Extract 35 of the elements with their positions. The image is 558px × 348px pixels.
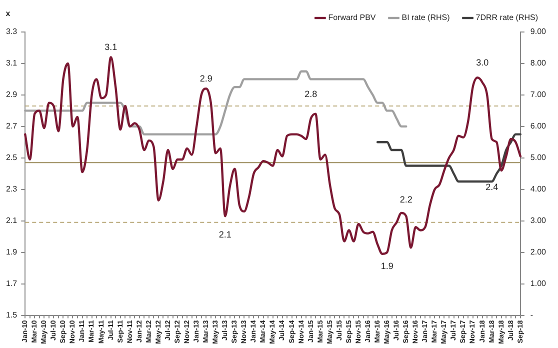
annotation: 2.8: [304, 89, 318, 100]
y-tick-label: 2.1: [6, 216, 18, 226]
y-tick-label: 1.9: [6, 248, 18, 257]
annotation: 3.1: [104, 42, 118, 52]
y2-tick-label: 9.00: [530, 27, 547, 36]
y2-tick-label: 4.00: [530, 184, 547, 194]
line-series: [24, 70, 408, 136]
annotation: 1.9: [380, 260, 394, 271]
y2-tick-label: 6.00: [530, 122, 547, 131]
y2-tick-label: 2.00: [530, 248, 547, 257]
y-tick-label: 1.7: [6, 278, 18, 288]
y-axis-title: x: [6, 9, 11, 18]
y2-tick-label: 1.00: [530, 278, 547, 288]
y2-tick-label: 7.00: [530, 90, 547, 100]
y2-tick-label: -: [530, 310, 534, 320]
annotation: 2.4: [486, 182, 498, 192]
y-tick-label: 2.5: [6, 153, 18, 162]
y-tick-label: 2.7: [6, 122, 18, 131]
annotation: 2.9: [200, 73, 212, 84]
legend-label: Forward PBV: [328, 13, 376, 22]
line-series: [376, 133, 522, 183]
y-tick-label: 2.3: [6, 184, 18, 194]
y-tick-label: 3.1: [6, 58, 18, 68]
y-tick-label: 1.5: [6, 310, 18, 320]
annotation: 2.2: [400, 194, 412, 205]
y2-tick-label: 5.00: [530, 153, 547, 162]
legend-label: BI rate (RHS): [402, 13, 450, 22]
y-tick-label: 3.3: [6, 27, 18, 36]
annotation: 2.1: [218, 229, 232, 240]
line-series: [24, 56, 522, 255]
y-tick-label: 2.9: [6, 90, 18, 100]
legend-label: 7DRR rate (RHS): [476, 13, 538, 22]
annotation: 3.0: [476, 58, 489, 68]
y2-tick-label: 3.00: [530, 216, 547, 226]
y2-tick-label: 8.00: [530, 58, 547, 68]
